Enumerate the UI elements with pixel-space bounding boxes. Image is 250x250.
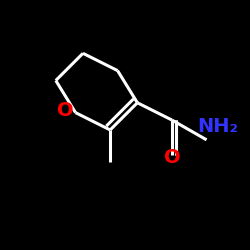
Text: O: O (164, 148, 180, 167)
Text: NH₂: NH₂ (197, 117, 238, 136)
Text: O: O (57, 101, 74, 120)
